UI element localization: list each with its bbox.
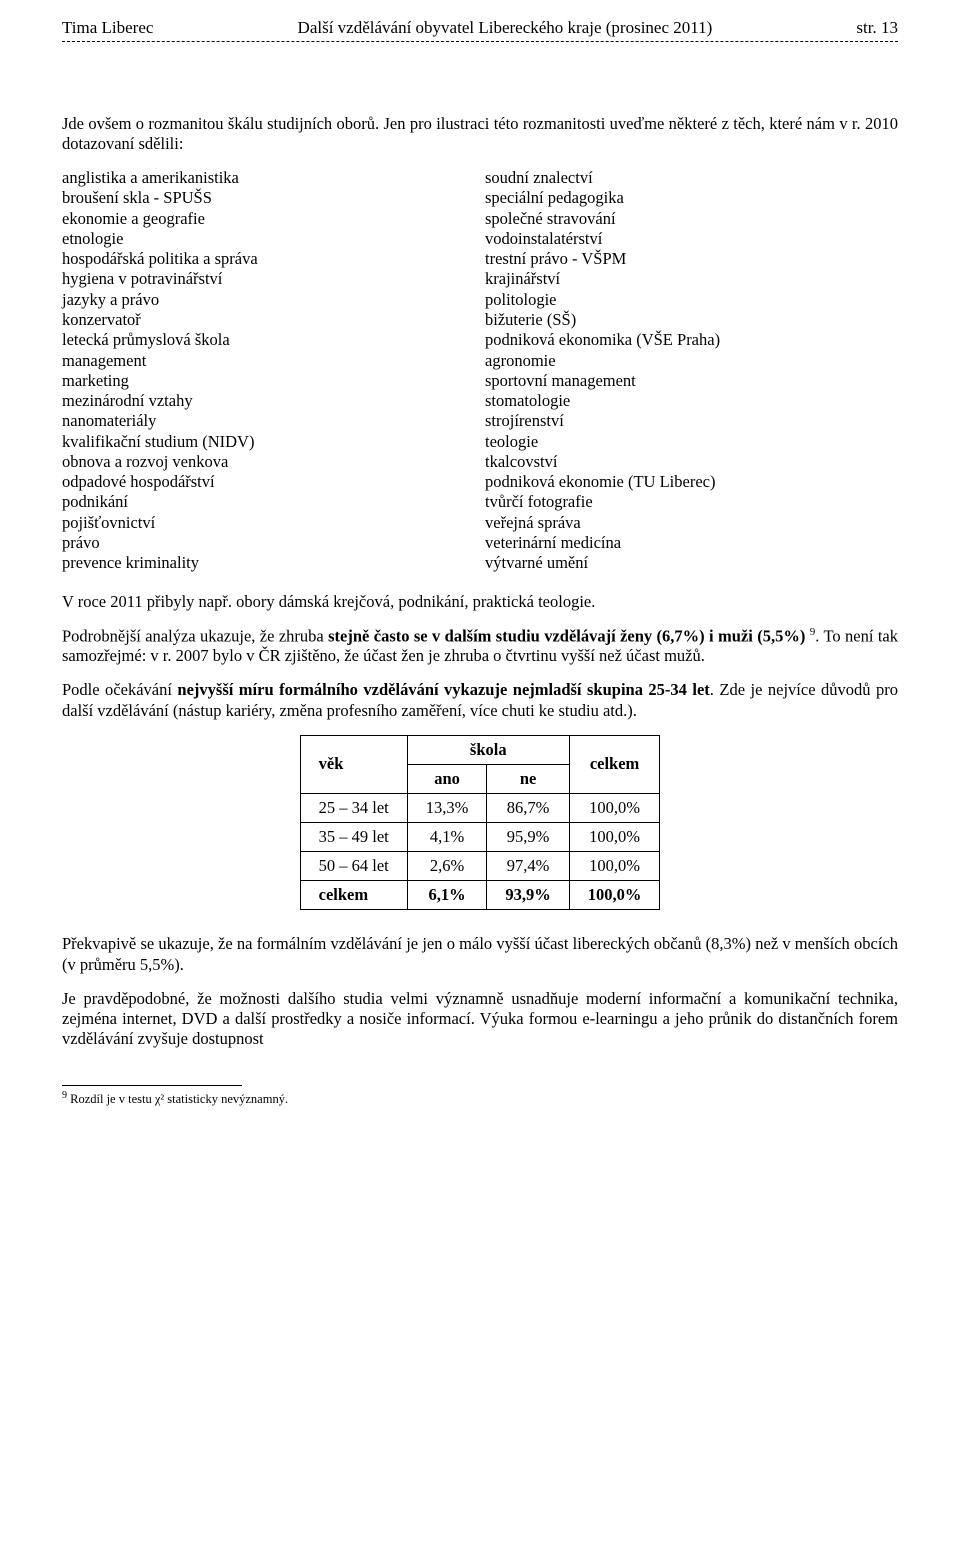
footnote: 9 Rozdíl je v testu χ² statisticky nevýz… — [62, 1090, 898, 1107]
cell-label: 25 – 34 let — [300, 793, 407, 822]
list-item: kvalifikační studium (NIDV) — [62, 432, 475, 452]
col-header-total: celkem — [569, 735, 660, 793]
list-item: sportovní management — [485, 371, 898, 391]
list-item: broušení skla - SPUŠS — [62, 188, 475, 208]
list-item: marketing — [62, 371, 475, 391]
cell-label-total: celkem — [300, 881, 407, 910]
table-row: 35 – 49 let 4,1% 95,9% 100,0% — [300, 823, 660, 852]
cell-value: 95,9% — [487, 823, 569, 852]
list-item: podniková ekonomie (TU Liberec) — [485, 472, 898, 492]
bold-text: stejně často se v dalším studiu vzděláva… — [328, 626, 805, 645]
paragraph-2011: V roce 2011 přibyly např. obory dámská k… — [62, 592, 898, 612]
list-item: strojírenství — [485, 411, 898, 431]
age-school-table: věk škola celkem ano ne 25 – 34 let 13,3… — [300, 735, 661, 911]
list-item: etnologie — [62, 229, 475, 249]
page-header: Tima Liberec Další vzdělávání obyvatel L… — [62, 18, 898, 39]
list-item: jazyky a právo — [62, 290, 475, 310]
list-item: právo — [62, 533, 475, 553]
paragraph-age-group: Podle očekávání nejvyšší míru formálního… — [62, 680, 898, 720]
list-item: prevence kriminality — [62, 553, 475, 573]
list-item: pojišťovnictví — [62, 513, 475, 533]
cell-value: 100,0% — [569, 793, 660, 822]
list-item: obnova a rozvoj venkova — [62, 452, 475, 472]
list-item: agronomie — [485, 351, 898, 371]
col-header-age: věk — [300, 735, 407, 793]
list-item: ekonomie a geografie — [62, 209, 475, 229]
paragraph-analysis: Podrobnější analýza ukazuje, že zhruba s… — [62, 626, 898, 667]
footnote-divider — [62, 1085, 242, 1086]
header-right: str. 13 — [856, 18, 898, 39]
table-header-row: věk škola celkem — [300, 735, 660, 764]
subjects-column-right: soudní znalectvíspeciální pedagogikaspol… — [485, 168, 898, 574]
list-item: letecká průmyslová škola — [62, 330, 475, 350]
cell-label: 35 – 49 let — [300, 823, 407, 852]
cell-value: 100,0% — [569, 823, 660, 852]
table-row: 50 – 64 let 2,6% 97,4% 100,0% — [300, 852, 660, 881]
list-item: společné stravování — [485, 209, 898, 229]
paragraph-surprise: Překvapivě se ukazuje, že na formálním v… — [62, 934, 898, 974]
paragraph-elearning: Je pravděpodobné, že možnosti dalšího st… — [62, 989, 898, 1049]
list-item: speciální pedagogika — [485, 188, 898, 208]
table-totals-row: celkem 6,1% 93,9% 100,0% — [300, 881, 660, 910]
list-item: tkalcovství — [485, 452, 898, 472]
table-row: 25 – 34 let 13,3% 86,7% 100,0% — [300, 793, 660, 822]
list-item: podniková ekonomika (VŠE Praha) — [485, 330, 898, 350]
cell-value: 93,9% — [487, 881, 569, 910]
cell-value: 6,1% — [407, 881, 487, 910]
cell-value: 100,0% — [569, 852, 660, 881]
list-item: management — [62, 351, 475, 371]
list-item: odpadové hospodářství — [62, 472, 475, 492]
list-item: krajinářství — [485, 269, 898, 289]
list-item: veřejná správa — [485, 513, 898, 533]
col-subheader-no: ne — [487, 764, 569, 793]
bold-text: nejvyšší míru formálního vzdělávání vyka… — [177, 680, 709, 699]
cell-value: 4,1% — [407, 823, 487, 852]
header-divider — [62, 41, 898, 42]
header-left: Tima Liberec — [62, 18, 153, 39]
list-item: bižuterie (SŠ) — [485, 310, 898, 330]
list-item: mezinárodní vztahy — [62, 391, 475, 411]
list-item: výtvarné umění — [485, 553, 898, 573]
list-item: konzervatoř — [62, 310, 475, 330]
list-item: politologie — [485, 290, 898, 310]
text: Podle očekávání — [62, 680, 177, 699]
list-item: veterinární medicína — [485, 533, 898, 553]
subjects-columns: anglistika a amerikanistikabroušení skla… — [62, 168, 898, 574]
col-subheader-yes: ano — [407, 764, 487, 793]
cell-value: 13,3% — [407, 793, 487, 822]
list-item: anglistika a amerikanistika — [62, 168, 475, 188]
list-item: soudní znalectví — [485, 168, 898, 188]
list-item: hospodářská politika a správa — [62, 249, 475, 269]
cell-label: 50 – 64 let — [300, 852, 407, 881]
footnote-text: Rozdíl je v testu χ² statisticky nevýzna… — [67, 1092, 288, 1106]
list-item: stomatologie — [485, 391, 898, 411]
list-item: trestní právo - VŠPM — [485, 249, 898, 269]
list-item: nanomateriály — [62, 411, 475, 431]
list-item: vodoinstalatérství — [485, 229, 898, 249]
spacer — [62, 66, 898, 114]
list-item: podnikání — [62, 492, 475, 512]
cell-value: 2,6% — [407, 852, 487, 881]
text: Podrobnější analýza ukazuje, že zhruba — [62, 626, 328, 645]
cell-value: 100,0% — [569, 881, 660, 910]
intro-paragraph: Jde ovšem o rozmanitou škálu studijních … — [62, 114, 898, 154]
col-header-school: škola — [407, 735, 569, 764]
cell-value: 86,7% — [487, 793, 569, 822]
list-item: hygiena v potravinářství — [62, 269, 475, 289]
list-item: teologie — [485, 432, 898, 452]
cell-value: 97,4% — [487, 852, 569, 881]
list-item: tvůrčí fotografie — [485, 492, 898, 512]
header-center: Další vzdělávání obyvatel Libereckého kr… — [298, 18, 713, 39]
subjects-column-left: anglistika a amerikanistikabroušení skla… — [62, 168, 475, 574]
page: Tima Liberec Další vzdělávání obyvatel L… — [0, 0, 960, 1137]
